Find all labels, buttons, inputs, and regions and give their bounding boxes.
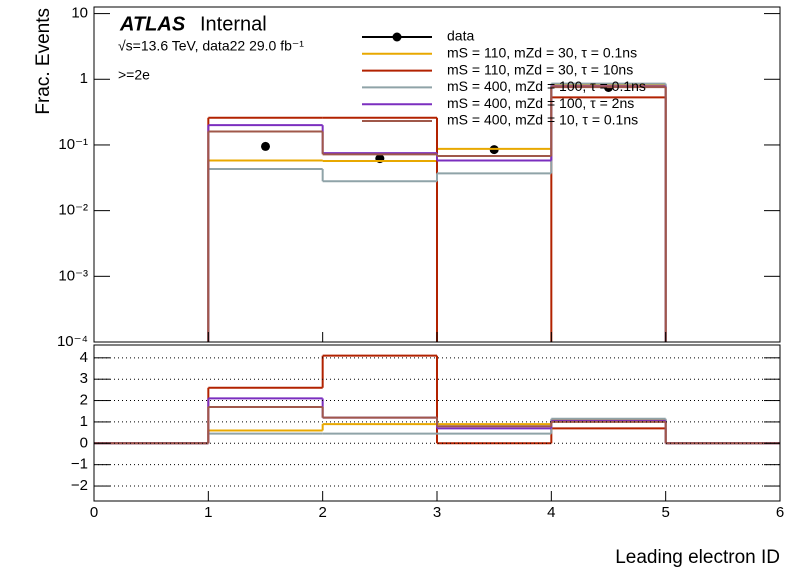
internal-label: Internal bbox=[200, 13, 267, 35]
x-tick-label: 1 bbox=[204, 504, 212, 521]
x-tick-label: 2 bbox=[318, 504, 326, 521]
x-tick-label: 0 bbox=[90, 504, 98, 521]
y-axis-label: Frac. Events bbox=[33, 8, 54, 115]
legend-marker bbox=[392, 32, 402, 42]
energy-label: √s=13.6 TeV, data22 29.0 fb⁻¹ bbox=[118, 38, 304, 54]
legend-label: mS = 400, mZd = 100, τ = 0.1ns bbox=[447, 78, 646, 94]
legend-label: mS = 400, mZd = 10, τ = 0.1ns bbox=[447, 112, 638, 128]
y-tick-label: 10⁻⁴ bbox=[57, 333, 88, 350]
y-tick-label: 2 bbox=[80, 392, 88, 409]
x-tick-label: 5 bbox=[661, 504, 669, 521]
y-tick-label: 3 bbox=[80, 370, 88, 387]
y-tick-label: 10 bbox=[71, 5, 88, 22]
legend-label: data bbox=[447, 28, 474, 44]
y-tick-label: 1 bbox=[80, 413, 88, 430]
y-tick-label: 10⁻² bbox=[58, 202, 88, 219]
y-tick-label: −1 bbox=[71, 456, 88, 473]
y-tick-label: 4 bbox=[80, 349, 88, 366]
legend-label: mS = 400, mZd = 100, τ = 2ns bbox=[447, 95, 634, 111]
y-tick-label: 1 bbox=[80, 70, 88, 87]
frame bbox=[93, 344, 781, 502]
x-tick-label: 6 bbox=[776, 504, 784, 521]
plot-area bbox=[207, 82, 667, 342]
data-point bbox=[261, 141, 270, 151]
y-tick-label: −2 bbox=[71, 477, 88, 494]
x-tick-label: 3 bbox=[433, 504, 441, 521]
y-tick-label: 10⁻¹ bbox=[58, 136, 88, 153]
atlas-label: ATLAS bbox=[119, 13, 186, 35]
plot-area bbox=[94, 354, 780, 445]
x-tick-label: 4 bbox=[547, 504, 555, 521]
y-tick-label: 0 bbox=[80, 434, 88, 451]
selection-label: >=2e bbox=[118, 67, 150, 83]
y-tick-label: 10⁻³ bbox=[58, 267, 88, 284]
legend-label: mS = 110, mZd = 30, τ = 10ns bbox=[447, 61, 633, 77]
x-axis-label: Leading electron ID bbox=[615, 547, 780, 568]
legend-label: mS = 110, mZd = 30, τ = 0.1ns bbox=[447, 45, 637, 61]
